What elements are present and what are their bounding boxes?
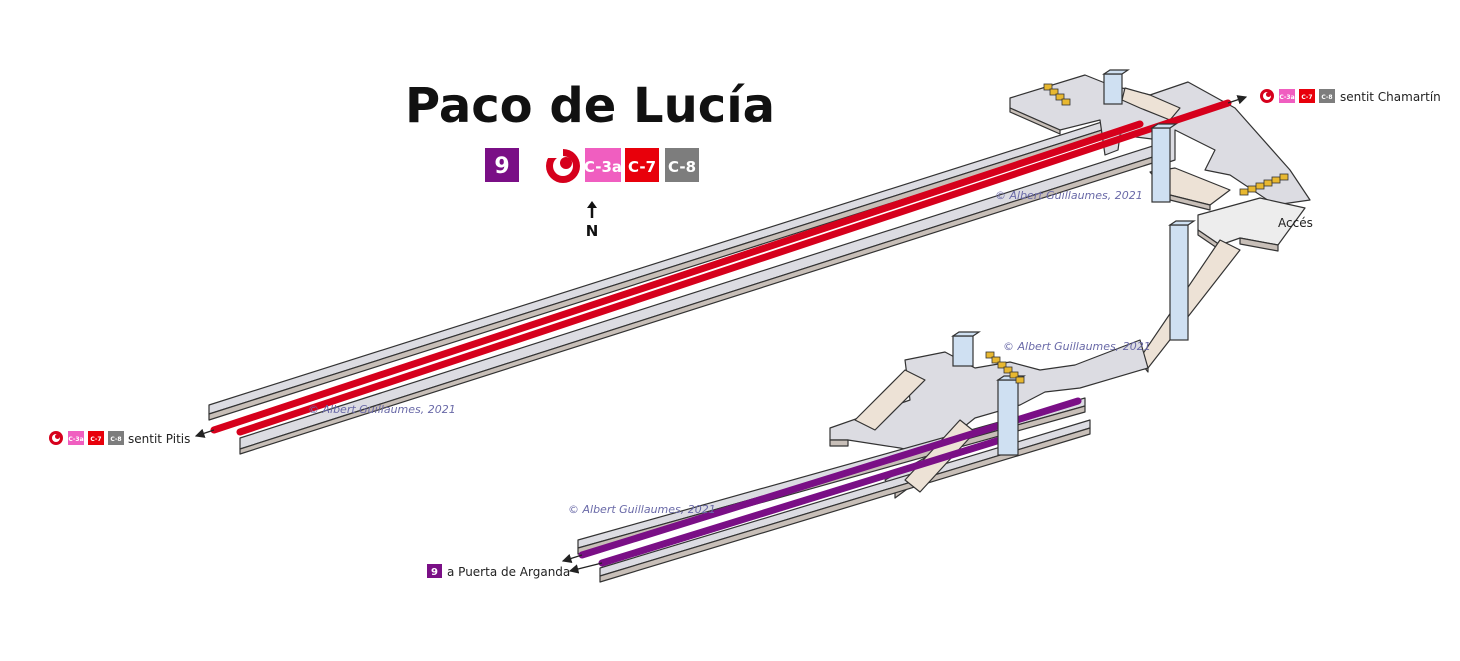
direction-arganda: 9 a Puerta de Arganda: [427, 564, 570, 579]
c3a-badge: [585, 148, 621, 182]
escalators: [985, 83, 1289, 384]
c8-badge: [1319, 89, 1335, 103]
copyright-watermark: © Albert Guillaumes, 2021: [995, 189, 1143, 202]
c7-badge: [88, 431, 104, 445]
metro-9-badge: [485, 148, 519, 182]
metro-9-label: 9: [494, 154, 509, 179]
cercanias-logo-icon: [49, 431, 63, 445]
cercanias-logo-icon: [546, 146, 580, 183]
lift-icon-upper-2: [1150, 123, 1178, 203]
direction-chamartin: C-3a C-7 C-8 sentit Chamartín: [1260, 89, 1441, 104]
escalator-icon-metro: [985, 351, 1025, 384]
c8-label: C-8: [1321, 94, 1332, 101]
c3a-badge: [1279, 89, 1295, 103]
cercanias-tracks: [194, 95, 1248, 438]
page-title: Paco de Lucía: [405, 78, 775, 134]
c8-badge: [108, 431, 124, 445]
c8-label: C-8: [668, 158, 696, 176]
metro-tracks: [561, 397, 1082, 574]
metro-9-badge: [427, 564, 442, 578]
copyright-watermark: © Albert Guillaumes, 2021: [308, 403, 456, 416]
lift-shafts: [951, 69, 1196, 456]
c8-label: C-8: [110, 436, 121, 443]
lift-icon-metro-1: [951, 331, 981, 367]
escalator-icon-access: [1239, 173, 1289, 196]
metro-9-label: 9: [431, 567, 438, 578]
access-label: Accés: [1278, 216, 1313, 230]
direction-label: sentit Chamartín: [1340, 90, 1441, 104]
c7-badge: [625, 148, 659, 182]
c7-badge: [1299, 89, 1315, 103]
north-label: N: [586, 222, 599, 240]
escalator-icon-upper: [1043, 83, 1071, 106]
c8-badge: [665, 148, 699, 182]
direction-label: a Puerta de Arganda: [447, 565, 570, 579]
c3a-label: C-3a: [584, 158, 622, 176]
copyright-watermark: © Albert Guillaumes, 2021: [1003, 340, 1151, 353]
c3a-badge: [68, 431, 84, 445]
north-arrow-icon: [587, 201, 597, 218]
line-badges: 9 C-3a C-7 C-8: [485, 146, 699, 183]
c3a-label: C-3a: [68, 436, 83, 443]
c7-label: C-7: [90, 436, 101, 443]
copyright-watermark: © Albert Guillaumes, 2021: [568, 503, 716, 516]
direction-label: sentit Pitis: [128, 432, 190, 446]
c7-label: C-7: [628, 158, 656, 176]
c3a-label: C-3a: [1279, 94, 1294, 101]
lift-icon-upper-1: [1102, 69, 1130, 105]
c7-label: C-7: [1301, 94, 1312, 101]
cercanias-logo-icon: [1260, 89, 1274, 103]
direction-pitis: C-3a C-7 C-8 sentit Pitis: [49, 431, 190, 446]
lift-icon-access: [1168, 220, 1196, 341]
